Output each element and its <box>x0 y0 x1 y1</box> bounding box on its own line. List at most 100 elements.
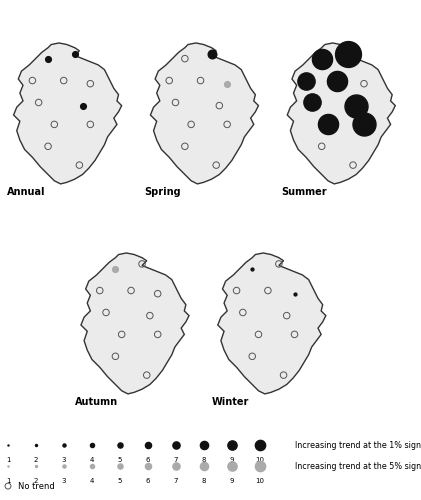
Point <box>173 442 179 450</box>
Text: 7: 7 <box>174 478 178 484</box>
Point <box>89 462 96 470</box>
Polygon shape <box>150 43 258 184</box>
Point <box>233 286 240 294</box>
Point <box>144 371 150 379</box>
Point <box>197 76 204 84</box>
Point <box>118 330 125 338</box>
Point <box>145 462 152 470</box>
Point <box>60 76 67 84</box>
Text: Increasing trend at the 5% significance level: Increasing trend at the 5% significance … <box>295 462 421 471</box>
Point <box>318 142 325 150</box>
Point <box>76 161 83 169</box>
Point <box>201 442 208 450</box>
Point <box>128 286 134 294</box>
Point <box>229 442 235 450</box>
Point <box>5 482 11 490</box>
Point <box>172 98 179 106</box>
Point <box>208 50 215 58</box>
Point <box>96 286 103 294</box>
Point <box>112 352 119 360</box>
Point <box>353 102 360 110</box>
Point <box>201 462 208 470</box>
Text: 3: 3 <box>62 458 66 464</box>
Point <box>117 462 123 470</box>
Polygon shape <box>218 253 326 394</box>
Point <box>35 98 42 106</box>
Point <box>350 161 357 169</box>
Point <box>79 102 86 110</box>
Point <box>33 442 40 450</box>
Text: No trend: No trend <box>18 482 55 490</box>
Text: 7: 7 <box>174 458 178 464</box>
Point <box>61 462 67 470</box>
Point <box>255 330 262 338</box>
Point <box>45 54 51 62</box>
Text: 4: 4 <box>90 458 94 464</box>
Point <box>155 290 161 298</box>
Text: 6: 6 <box>146 478 150 484</box>
Point <box>275 260 282 268</box>
Polygon shape <box>287 43 395 184</box>
Text: 8: 8 <box>202 458 206 464</box>
Point <box>280 371 287 379</box>
Point <box>166 76 173 84</box>
Text: 4: 4 <box>90 478 94 484</box>
Polygon shape <box>13 43 122 184</box>
Point <box>216 102 223 110</box>
Point <box>61 442 67 450</box>
Point <box>240 308 246 316</box>
Point <box>257 442 264 450</box>
Point <box>5 462 11 470</box>
Point <box>45 142 51 150</box>
Text: 10: 10 <box>256 458 264 464</box>
Point <box>249 352 256 360</box>
Point <box>117 442 123 450</box>
Point <box>249 264 256 272</box>
Point <box>181 142 188 150</box>
Text: 9: 9 <box>230 478 234 484</box>
Point <box>71 50 78 58</box>
Text: Increasing trend at the 1% significance level: Increasing trend at the 1% significance … <box>295 441 421 450</box>
Point <box>33 462 40 470</box>
Point <box>213 161 220 169</box>
Point <box>5 442 11 450</box>
Point <box>87 80 94 88</box>
Point <box>318 54 325 62</box>
Point <box>325 120 331 128</box>
Point <box>145 442 152 450</box>
Point <box>51 120 58 128</box>
Text: 5: 5 <box>118 478 122 484</box>
Text: Spring: Spring <box>144 187 181 197</box>
Point <box>291 290 298 298</box>
Point <box>361 80 368 88</box>
Point <box>224 120 231 128</box>
Point <box>264 286 271 294</box>
Text: Winter: Winter <box>211 397 249 407</box>
Point <box>309 98 316 106</box>
Text: Summer: Summer <box>281 187 327 197</box>
Point <box>29 76 36 84</box>
Point <box>188 120 195 128</box>
Text: 5: 5 <box>118 458 122 464</box>
Point <box>229 462 235 470</box>
Point <box>147 312 153 320</box>
Text: 2: 2 <box>34 478 38 484</box>
Text: 3: 3 <box>62 478 66 484</box>
Point <box>224 80 231 88</box>
Point <box>139 260 145 268</box>
Point <box>334 76 341 84</box>
Point <box>87 120 94 128</box>
Text: 10: 10 <box>256 478 264 484</box>
Point <box>283 312 290 320</box>
Text: 9: 9 <box>230 458 234 464</box>
Point <box>89 442 96 450</box>
Text: Autumn: Autumn <box>75 397 118 407</box>
Point <box>303 76 309 84</box>
Point <box>173 462 179 470</box>
Point <box>155 330 161 338</box>
Point <box>257 462 264 470</box>
Text: 6: 6 <box>146 458 150 464</box>
Point <box>112 264 119 272</box>
Text: 8: 8 <box>202 478 206 484</box>
Point <box>361 120 368 128</box>
